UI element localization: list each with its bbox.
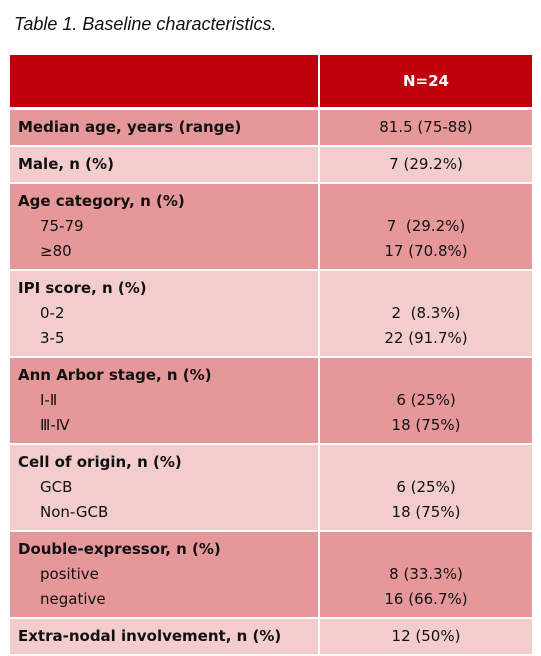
row-value-cell: 7 (29.2%) 17 (70.8%) — [320, 184, 532, 271]
sub-item-label: Non-GCB — [40, 503, 109, 521]
sub-item-value: 22 (91.7%) — [384, 329, 468, 347]
row-value-cell: 8 (33.3%) 16 (66.7%) — [320, 532, 532, 619]
row-title: Extra-nodal involvement, n (%) — [18, 627, 282, 645]
table-caption: Table 1. Baseline characteristics. — [14, 14, 277, 34]
row-value-cell: 6 (25%) 18 (75%) — [320, 358, 532, 445]
sub-item-label: positive — [40, 565, 99, 583]
sub-item-value: 6 (25%) — [396, 478, 456, 496]
baseline-characteristics-table: N=24 Median age, years (range) 81.5 (75-… — [10, 55, 532, 656]
table-row: Male, n (%) 7 (29.2%) — [10, 147, 532, 184]
sub-item-label: 3-5 — [40, 329, 65, 347]
table-row: Median age, years (range) 81.5 (75-88) — [10, 110, 532, 147]
table-header-row: N=24 — [10, 55, 532, 110]
table-row: Cell of origin, n (%) GCB Non-GCB 6 (25%… — [10, 445, 532, 532]
table-row: Ann Arbor stage, n (%) Ⅰ-Ⅱ Ⅲ-Ⅳ 6 (25%) 1… — [10, 358, 532, 445]
row-value: 7 (29.2%) — [389, 155, 463, 173]
row-value-cell: 6 (25%) 18 (75%) — [320, 445, 532, 532]
sub-item-value: 18 (75%) — [391, 416, 461, 434]
row-label-cell: IPI score, n (%) 0-2 3-5 — [10, 271, 320, 358]
sub-item-label: Ⅲ-Ⅳ — [40, 416, 70, 434]
row-title: Median age, years (range) — [18, 118, 242, 136]
row-value: 12 (50%) — [391, 627, 461, 645]
row-title: Cell of origin, n (%) — [18, 453, 182, 471]
row-value-cell: 81.5 (75-88) — [320, 110, 532, 147]
row-value-cell: 12 (50%) — [320, 619, 532, 656]
row-label-cell: Ann Arbor stage, n (%) Ⅰ-Ⅱ Ⅲ-Ⅳ — [10, 358, 320, 445]
row-title: Age category, n (%) — [18, 192, 185, 210]
sub-item-value: 16 (66.7%) — [384, 590, 468, 608]
sub-item-label: 0-2 — [40, 304, 65, 322]
sub-item-value: 7 (29.2%) — [386, 217, 466, 235]
row-title: Ann Arbor stage, n (%) — [18, 366, 212, 384]
sub-item-value: 6 (25%) — [396, 391, 456, 409]
row-value-cell: 7 (29.2%) — [320, 147, 532, 184]
header-n-cell: N=24 — [320, 55, 532, 110]
sub-item-value: 8 (33.3%) — [389, 565, 463, 583]
row-label-cell: Double-expressor, n (%) positive negativ… — [10, 532, 320, 619]
sub-item-value: 17 (70.8%) — [384, 242, 468, 260]
row-label-cell: Age category, n (%) 75-79 ≥80 — [10, 184, 320, 271]
row-value: 81.5 (75-88) — [379, 118, 473, 136]
sub-item-label: negative — [40, 590, 106, 608]
sub-item-label: 75-79 — [40, 217, 84, 235]
sub-item-value: 18 (75%) — [391, 503, 461, 521]
table-row: IPI score, n (%) 0-2 3-5 2 (8.3%) 22 (91… — [10, 271, 532, 358]
header-label-cell — [10, 55, 320, 110]
row-value-cell: 2 (8.3%) 22 (91.7%) — [320, 271, 532, 358]
table-row: Double-expressor, n (%) positive negativ… — [10, 532, 532, 619]
sub-item-label: ≥80 — [40, 242, 72, 260]
row-title: Double-expressor, n (%) — [18, 540, 221, 558]
row-title: IPI score, n (%) — [18, 279, 147, 297]
row-label-cell: Cell of origin, n (%) GCB Non-GCB — [10, 445, 320, 532]
table-row: Extra-nodal involvement, n (%) 12 (50%) — [10, 619, 532, 656]
row-label-cell: Extra-nodal involvement, n (%) — [10, 619, 320, 656]
row-label-cell: Median age, years (range) — [10, 110, 320, 147]
row-label-cell: Male, n (%) — [10, 147, 320, 184]
sub-item-label: GCB — [40, 478, 73, 496]
sub-item-label: Ⅰ-Ⅱ — [40, 391, 58, 409]
row-title: Male, n (%) — [18, 155, 114, 173]
sub-item-value: 2 (8.3%) — [391, 304, 461, 322]
table-row: Age category, n (%) 75-79 ≥80 7 (29.2%) … — [10, 184, 532, 271]
